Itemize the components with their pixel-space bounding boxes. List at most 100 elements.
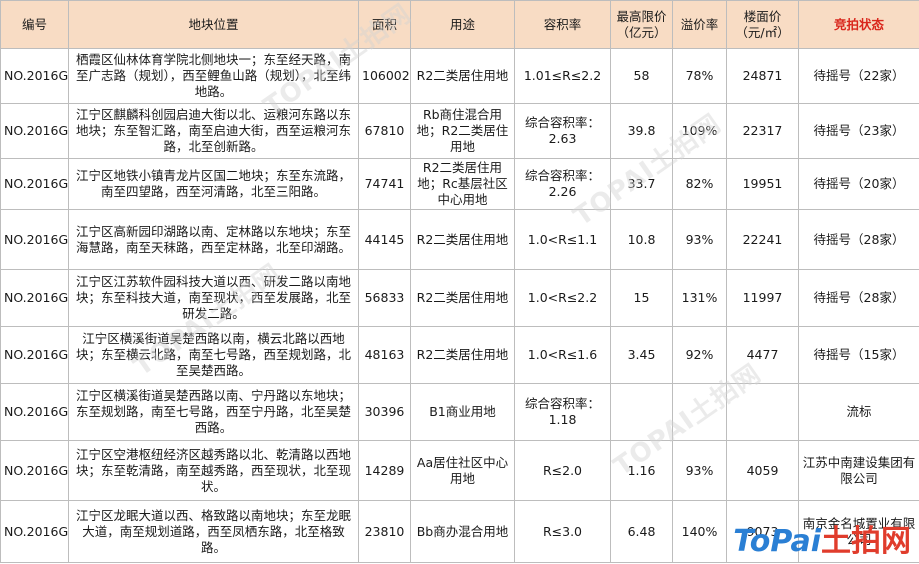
- header-floor-price: 楼面价（元/㎡）: [726, 0, 799, 49]
- header-status: 竞拍状态: [798, 0, 919, 49]
- cell-code: NO.2016G66: [0, 500, 69, 563]
- cell-premium: 109%: [672, 103, 727, 159]
- header-row: 编号 地块位置 面积 用途 容积率 最高限价（亿元） 溢价率 楼面价（元/㎡） …: [0, 0, 919, 49]
- cell-max-price: 15: [610, 269, 673, 327]
- cell-status: 待摇号（23家）: [798, 103, 919, 159]
- cell-floor-price: 19951: [726, 158, 799, 210]
- cell-max-price: 10.8: [610, 209, 673, 270]
- cell-far: R≤3.0: [514, 500, 611, 563]
- header-area: 面积: [358, 0, 411, 49]
- cell-far: 综合容积率：2.26: [514, 158, 611, 210]
- cell-location: 江宁区横溪街道吴楚西路以南，横云北路以西地块；东至横云北路，南至七号路，西至规划…: [68, 326, 359, 384]
- table-row: NO.2016G60 江宁区地铁小镇青龙片区国二地块；东至东流路，南至四望路，西…: [0, 158, 919, 210]
- cell-location: 江宁区空港枢纽经济区越秀路以北、乾清路以西地块；东至乾清路，南至越秀路，西至现状…: [68, 440, 359, 501]
- cell-code: NO.2016G58: [0, 48, 69, 104]
- cell-area: 44145: [358, 209, 411, 270]
- cell-max-price: [610, 383, 673, 441]
- cell-max-price: 3.45: [610, 326, 673, 384]
- cell-code: NO.2016G62: [0, 269, 69, 327]
- cell-max-price: 1.16: [610, 440, 673, 501]
- header-use: 用途: [410, 0, 515, 49]
- cell-use: Rb商住混合用地；R2二类居住用地: [410, 103, 515, 159]
- cell-premium: 93%: [672, 440, 727, 501]
- cell-far: 1.0<R≤1.6: [514, 326, 611, 384]
- header-code: 编号: [0, 0, 69, 49]
- cell-code: NO.2016G59: [0, 103, 69, 159]
- cell-location: 栖霞区仙林体育学院北侧地块一；东至经天路，南至广志路（规划），西至鲤鱼山路（规划…: [68, 48, 359, 104]
- header-max-price: 最高限价（亿元）: [610, 0, 673, 49]
- cell-floor-price: 4059: [726, 440, 799, 501]
- cell-status: 待摇号（22家）: [798, 48, 919, 104]
- cell-use: R2二类居住用地: [410, 269, 515, 327]
- cell-status: 待摇号（28家）: [798, 269, 919, 327]
- header-location: 地块位置: [68, 0, 359, 49]
- cell-area: 74741: [358, 158, 411, 210]
- cell-premium: 93%: [672, 209, 727, 270]
- cell-location: 江宁区横溪街道吴楚西路以南、宁丹路以东地块；东至规划路，南至七号路，西至宁丹路，…: [68, 383, 359, 441]
- cell-floor-price: 11997: [726, 269, 799, 327]
- cell-area: 23810: [358, 500, 411, 563]
- cell-area: 48163: [358, 326, 411, 384]
- cell-premium: 82%: [672, 158, 727, 210]
- cell-status: 江苏中南建设集团有限公司: [798, 440, 919, 501]
- cell-premium: 78%: [672, 48, 727, 104]
- cell-area: 14289: [358, 440, 411, 501]
- cell-premium: 92%: [672, 326, 727, 384]
- cell-use: R2二类居住用地；Rc基层社区中心用地: [410, 158, 515, 210]
- cell-floor-price: 24871: [726, 48, 799, 104]
- cell-location: 江宁区麒麟科创园启迪大街以北、运粮河东路以东地块；东至智汇路，南至启迪大街，西至…: [68, 103, 359, 159]
- cell-max-price: 33.7: [610, 158, 673, 210]
- cell-use: B1商业用地: [410, 383, 515, 441]
- cell-far: 1.0<R≤2.2: [514, 269, 611, 327]
- table-row: NO.2016G61 江宁区高新园印湖路以南、定林路以东地块；东至海慧路，南至天…: [0, 209, 919, 270]
- table-row: NO.2016G63 江宁区横溪街道吴楚西路以南，横云北路以西地块；东至横云北路…: [0, 326, 919, 384]
- cell-area: 30396: [358, 383, 411, 441]
- cell-area: 67810: [358, 103, 411, 159]
- cell-far: 综合容积率：2.63: [514, 103, 611, 159]
- cell-far: 1.01≤R≤2.2: [514, 48, 611, 104]
- cell-status: 待摇号（15家）: [798, 326, 919, 384]
- cell-floor-price: 22241: [726, 209, 799, 270]
- cell-far: 1.0<R≤1.1: [514, 209, 611, 270]
- cell-premium: [672, 383, 727, 441]
- cell-max-price: 58: [610, 48, 673, 104]
- cell-far: R≤2.0: [514, 440, 611, 501]
- cell-use: Bb商办混合用地: [410, 500, 515, 563]
- cell-location: 江宁区地铁小镇青龙片区国二地块；东至东流路，南至四望路，西至河清路，北至三阳路。: [68, 158, 359, 210]
- cell-max-price: 39.8: [610, 103, 673, 159]
- cell-floor-price: 22317: [726, 103, 799, 159]
- cell-status: 待摇号（28家）: [798, 209, 919, 270]
- cell-code: NO.2016G65: [0, 440, 69, 501]
- cell-location: 江宁区龙眠大道以西、格致路以南地块；东至龙眠大道，南至规划道路，西至凤栖东路，北…: [68, 500, 359, 563]
- cell-area: 56833: [358, 269, 411, 327]
- cell-use: R2二类居住用地: [410, 209, 515, 270]
- cell-code: NO.2016G64: [0, 383, 69, 441]
- cell-location: 江宁区江苏软件园科技大道以西、研发二路以南地块；东至科技大道，南至现状，西至发展…: [68, 269, 359, 327]
- cell-floor-price: 9073: [726, 500, 799, 563]
- table-row: NO.2016G58 栖霞区仙林体育学院北侧地块一；东至经天路，南至广志路（规划…: [0, 48, 919, 104]
- cell-code: NO.2016G60: [0, 158, 69, 210]
- table-row: NO.2016G59 江宁区麒麟科创园启迪大街以北、运粮河东路以东地块；东至智汇…: [0, 103, 919, 159]
- table-row: NO.2016G62 江宁区江苏软件园科技大道以西、研发二路以南地块；东至科技大…: [0, 269, 919, 327]
- cell-premium: 131%: [672, 269, 727, 327]
- cell-use: R2二类居住用地: [410, 326, 515, 384]
- cell-code: NO.2016G63: [0, 326, 69, 384]
- cell-premium: 140%: [672, 500, 727, 563]
- cell-floor-price: 4477: [726, 326, 799, 384]
- table-row: NO.2016G64 江宁区横溪街道吴楚西路以南、宁丹路以东地块；东至规划路，南…: [0, 383, 919, 441]
- cell-max-price: 6.48: [610, 500, 673, 563]
- cell-use: R2二类居住用地: [410, 48, 515, 104]
- cell-status: 流标: [798, 383, 919, 441]
- cell-floor-price: [726, 383, 799, 441]
- header-far: 容积率: [514, 0, 611, 49]
- cell-location: 江宁区高新园印湖路以南、定林路以东地块；东至海慧路，南至天秣路，西至定林路，北至…: [68, 209, 359, 270]
- cell-area: 106002: [358, 48, 411, 104]
- cell-code: NO.2016G61: [0, 209, 69, 270]
- cell-use: Aa居住社区中心用地: [410, 440, 515, 501]
- cell-status: 待摇号（20家）: [798, 158, 919, 210]
- header-premium: 溢价率: [672, 0, 727, 49]
- cell-status: 南京金名城置业有限公司: [798, 500, 919, 563]
- cell-far: 综合容积率：1.18: [514, 383, 611, 441]
- table-row: NO.2016G66 江宁区龙眠大道以西、格致路以南地块；东至龙眠大道，南至规划…: [0, 500, 919, 563]
